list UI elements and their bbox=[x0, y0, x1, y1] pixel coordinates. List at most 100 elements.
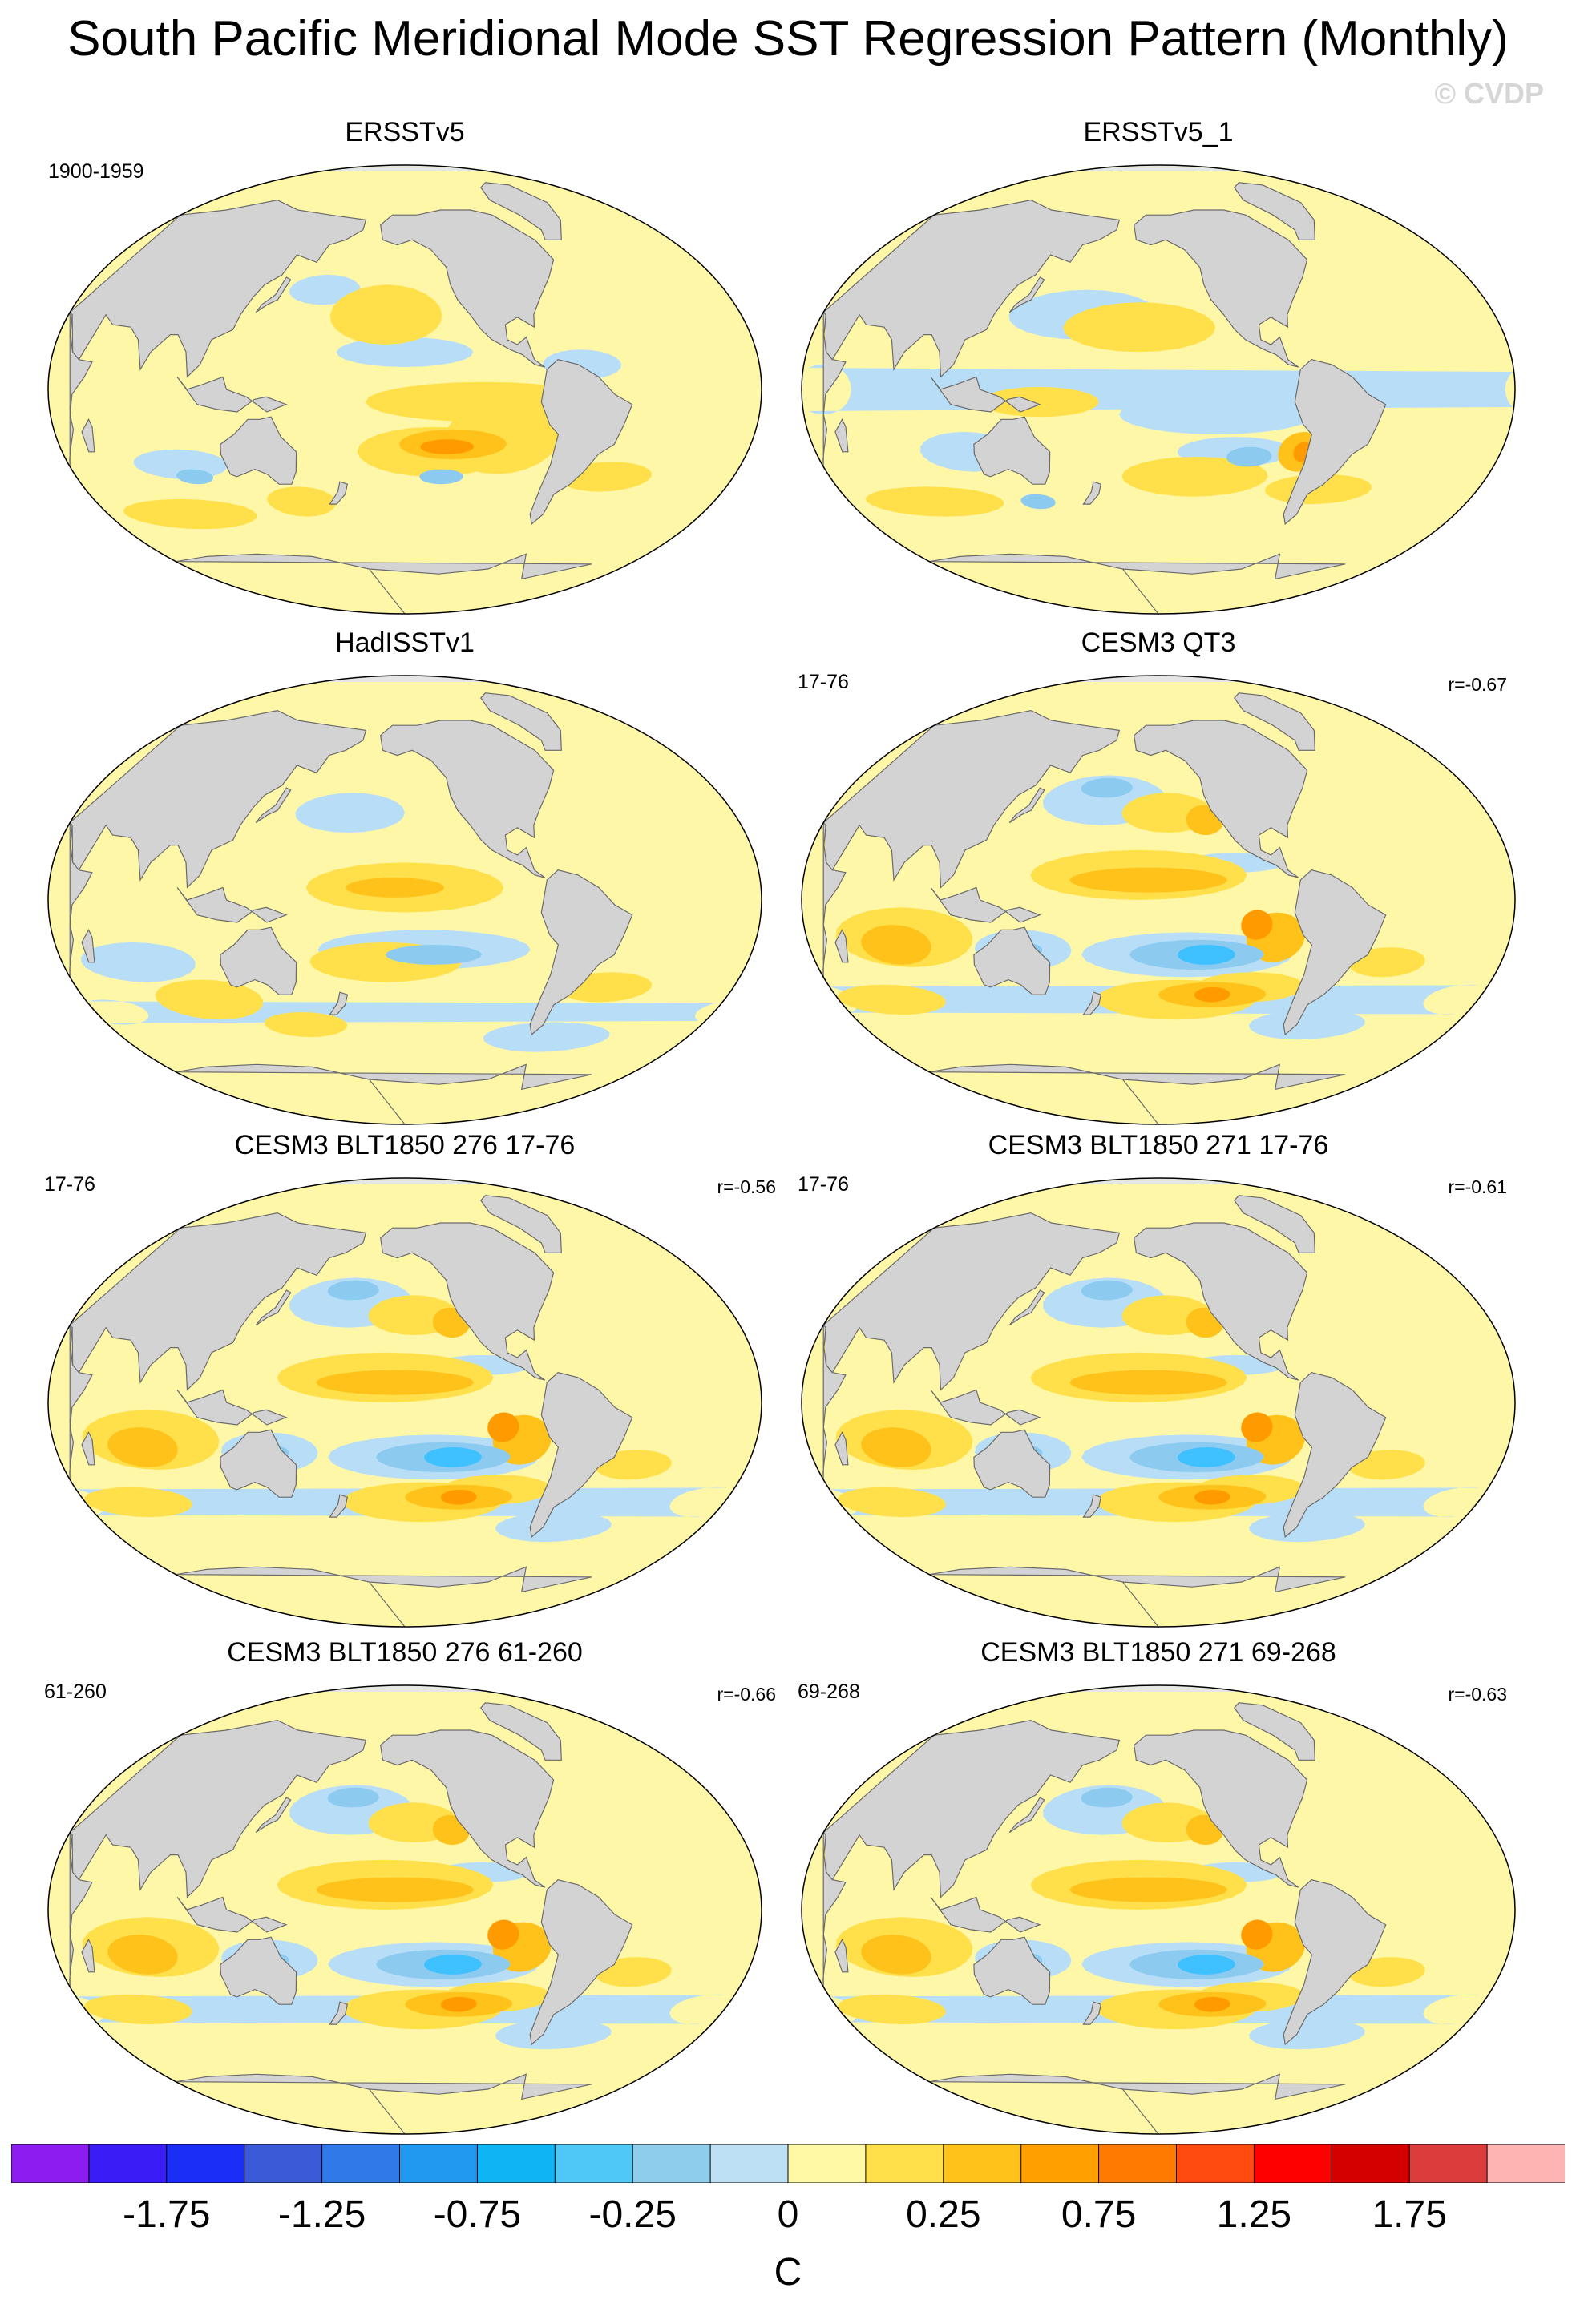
map-panel-blt1850-271-69-268: CESM3 BLT1850 271 69-268 69-268 r=-0.63 bbox=[794, 1639, 1523, 2152]
panel-title: ERSSTv5 bbox=[345, 117, 465, 147]
cool-anomaly bbox=[295, 793, 405, 833]
land-indonesia bbox=[930, 1896, 1041, 1933]
cool-anomaly bbox=[336, 337, 474, 367]
land-africa-east bbox=[69, 821, 93, 978]
cool-anomaly bbox=[81, 942, 196, 982]
colorbar-tick-label: -1.25 bbox=[277, 2193, 366, 2236]
panel-title: CESM3 BLT1850 276 61-260 bbox=[227, 1637, 583, 1668]
warm-anomaly-max bbox=[440, 1996, 477, 2012]
sea-ice bbox=[802, 676, 1515, 682]
land-new-zealand bbox=[329, 1494, 348, 1518]
sea-ice bbox=[48, 676, 762, 682]
panel-title: CESM3 BLT1850 271 69-268 bbox=[980, 1637, 1336, 1668]
warm-anomaly bbox=[980, 386, 1099, 418]
pattern-correlation: r=-0.66 bbox=[717, 1684, 776, 1705]
land-south-america bbox=[1283, 869, 1387, 1036]
land-madagascar bbox=[834, 928, 849, 963]
cool-anomaly bbox=[483, 1022, 610, 1052]
cool-anomaly-strong bbox=[1081, 1787, 1133, 1808]
panel-years: 17-76 bbox=[798, 1173, 849, 1196]
map-border bbox=[801, 164, 1516, 615]
land-north-america bbox=[380, 1729, 555, 1888]
land-south-america bbox=[529, 869, 633, 1036]
map-border bbox=[47, 1684, 762, 2135]
land-japan bbox=[255, 787, 292, 824]
panel-title: ERSSTv5_1 bbox=[1083, 117, 1234, 147]
land-eurasia-east bbox=[69, 199, 367, 378]
sea-ice bbox=[802, 1178, 1515, 1184]
panel-years: 69-268 bbox=[798, 1680, 860, 1703]
warm-anomaly-max bbox=[487, 1412, 519, 1442]
colorbar-swatch bbox=[554, 2144, 634, 2183]
colorbar-swatch bbox=[1408, 2144, 1489, 2183]
world-map bbox=[47, 1684, 762, 2135]
land-japan bbox=[1008, 1289, 1045, 1326]
warm-anomaly-strong bbox=[861, 1427, 931, 1467]
land-indonesia bbox=[930, 1389, 1041, 1426]
land-australia bbox=[973, 926, 1051, 995]
colorbar bbox=[11, 2144, 1565, 2183]
land-madagascar bbox=[81, 1430, 95, 1466]
land-greenland bbox=[480, 182, 562, 240]
land-north-america bbox=[380, 209, 555, 368]
land-madagascar bbox=[81, 418, 95, 453]
pattern-correlation: r=-0.61 bbox=[1448, 1176, 1507, 1197]
warm-anomaly-max bbox=[487, 1919, 519, 1950]
land-greenland bbox=[1234, 182, 1315, 240]
panel-title: CESM3 QT3 bbox=[1081, 627, 1236, 658]
cool-anomaly-strong bbox=[1020, 494, 1056, 510]
warm-anomaly bbox=[865, 486, 1004, 517]
panel-years: 61-260 bbox=[44, 1680, 107, 1703]
map-border bbox=[801, 1684, 1516, 2135]
colorbar-swatch bbox=[787, 2144, 867, 2183]
panel-title: CESM3 BLT1850 271 17-76 bbox=[988, 1130, 1329, 1160]
land-australia bbox=[220, 1429, 297, 1498]
copyright-watermark: © CVDP bbox=[1434, 77, 1544, 110]
cool-anomaly-max bbox=[1178, 1447, 1235, 1467]
warm-anomaly bbox=[83, 1994, 192, 2025]
land-south-america bbox=[1283, 359, 1387, 526]
land-eurasia-east bbox=[822, 199, 1121, 378]
warm-anomaly bbox=[267, 486, 337, 517]
colorbar-swatch bbox=[1176, 2144, 1255, 2183]
warm-anomaly bbox=[123, 498, 257, 530]
cool-anomaly bbox=[495, 1511, 612, 1543]
cool-anomaly bbox=[1249, 1511, 1365, 1543]
cool-anomaly-strong bbox=[176, 469, 213, 485]
world-map bbox=[47, 1177, 762, 1628]
land-eurasia-east bbox=[69, 1212, 367, 1391]
land-madagascar bbox=[81, 928, 95, 963]
main-title: South Pacific Meridional Mode SST Regres… bbox=[67, 11, 1509, 67]
land-australia bbox=[220, 416, 297, 485]
map-border bbox=[47, 164, 762, 615]
land-australia bbox=[973, 1936, 1051, 2005]
cool-anomaly-max bbox=[424, 1447, 482, 1467]
cool-anomaly-max bbox=[424, 1955, 482, 1975]
colorbar-tick-label: -1.75 bbox=[123, 2193, 211, 2236]
warm-anomaly-strong bbox=[861, 1935, 931, 1975]
cool-anomaly-strong bbox=[327, 1280, 379, 1301]
land-africa-east bbox=[69, 1324, 93, 1480]
world-map bbox=[801, 1177, 1516, 1628]
warm-anomaly-strong bbox=[107, 1427, 178, 1467]
land-indonesia bbox=[930, 886, 1041, 923]
land-new-zealand bbox=[1082, 991, 1101, 1015]
land-indonesia bbox=[176, 1896, 288, 1933]
land-australia bbox=[973, 416, 1051, 485]
warm-anomaly-strong bbox=[345, 878, 445, 898]
land-japan bbox=[255, 1289, 292, 1326]
colorbar-swatch bbox=[88, 2144, 168, 2183]
warm-anomaly-max bbox=[1194, 1996, 1230, 2012]
warm-anomaly-max bbox=[420, 439, 474, 454]
map-panel-blt1850-271-17-76: CESM3 BLT1850 271 17-76 17-76 r=-0.61 bbox=[794, 1132, 1523, 1644]
map-border bbox=[801, 1177, 1516, 1628]
land-south-america bbox=[529, 1372, 633, 1539]
world-map bbox=[47, 164, 762, 615]
cool-anomaly-strong bbox=[419, 469, 463, 485]
land-south-america bbox=[1283, 1372, 1387, 1539]
map-border bbox=[801, 675, 1516, 1125]
colorbar-swatch bbox=[1486, 2144, 1565, 2183]
land-new-zealand bbox=[329, 2001, 348, 2025]
colorbar-swatch bbox=[476, 2144, 556, 2183]
land-indonesia bbox=[176, 886, 288, 923]
